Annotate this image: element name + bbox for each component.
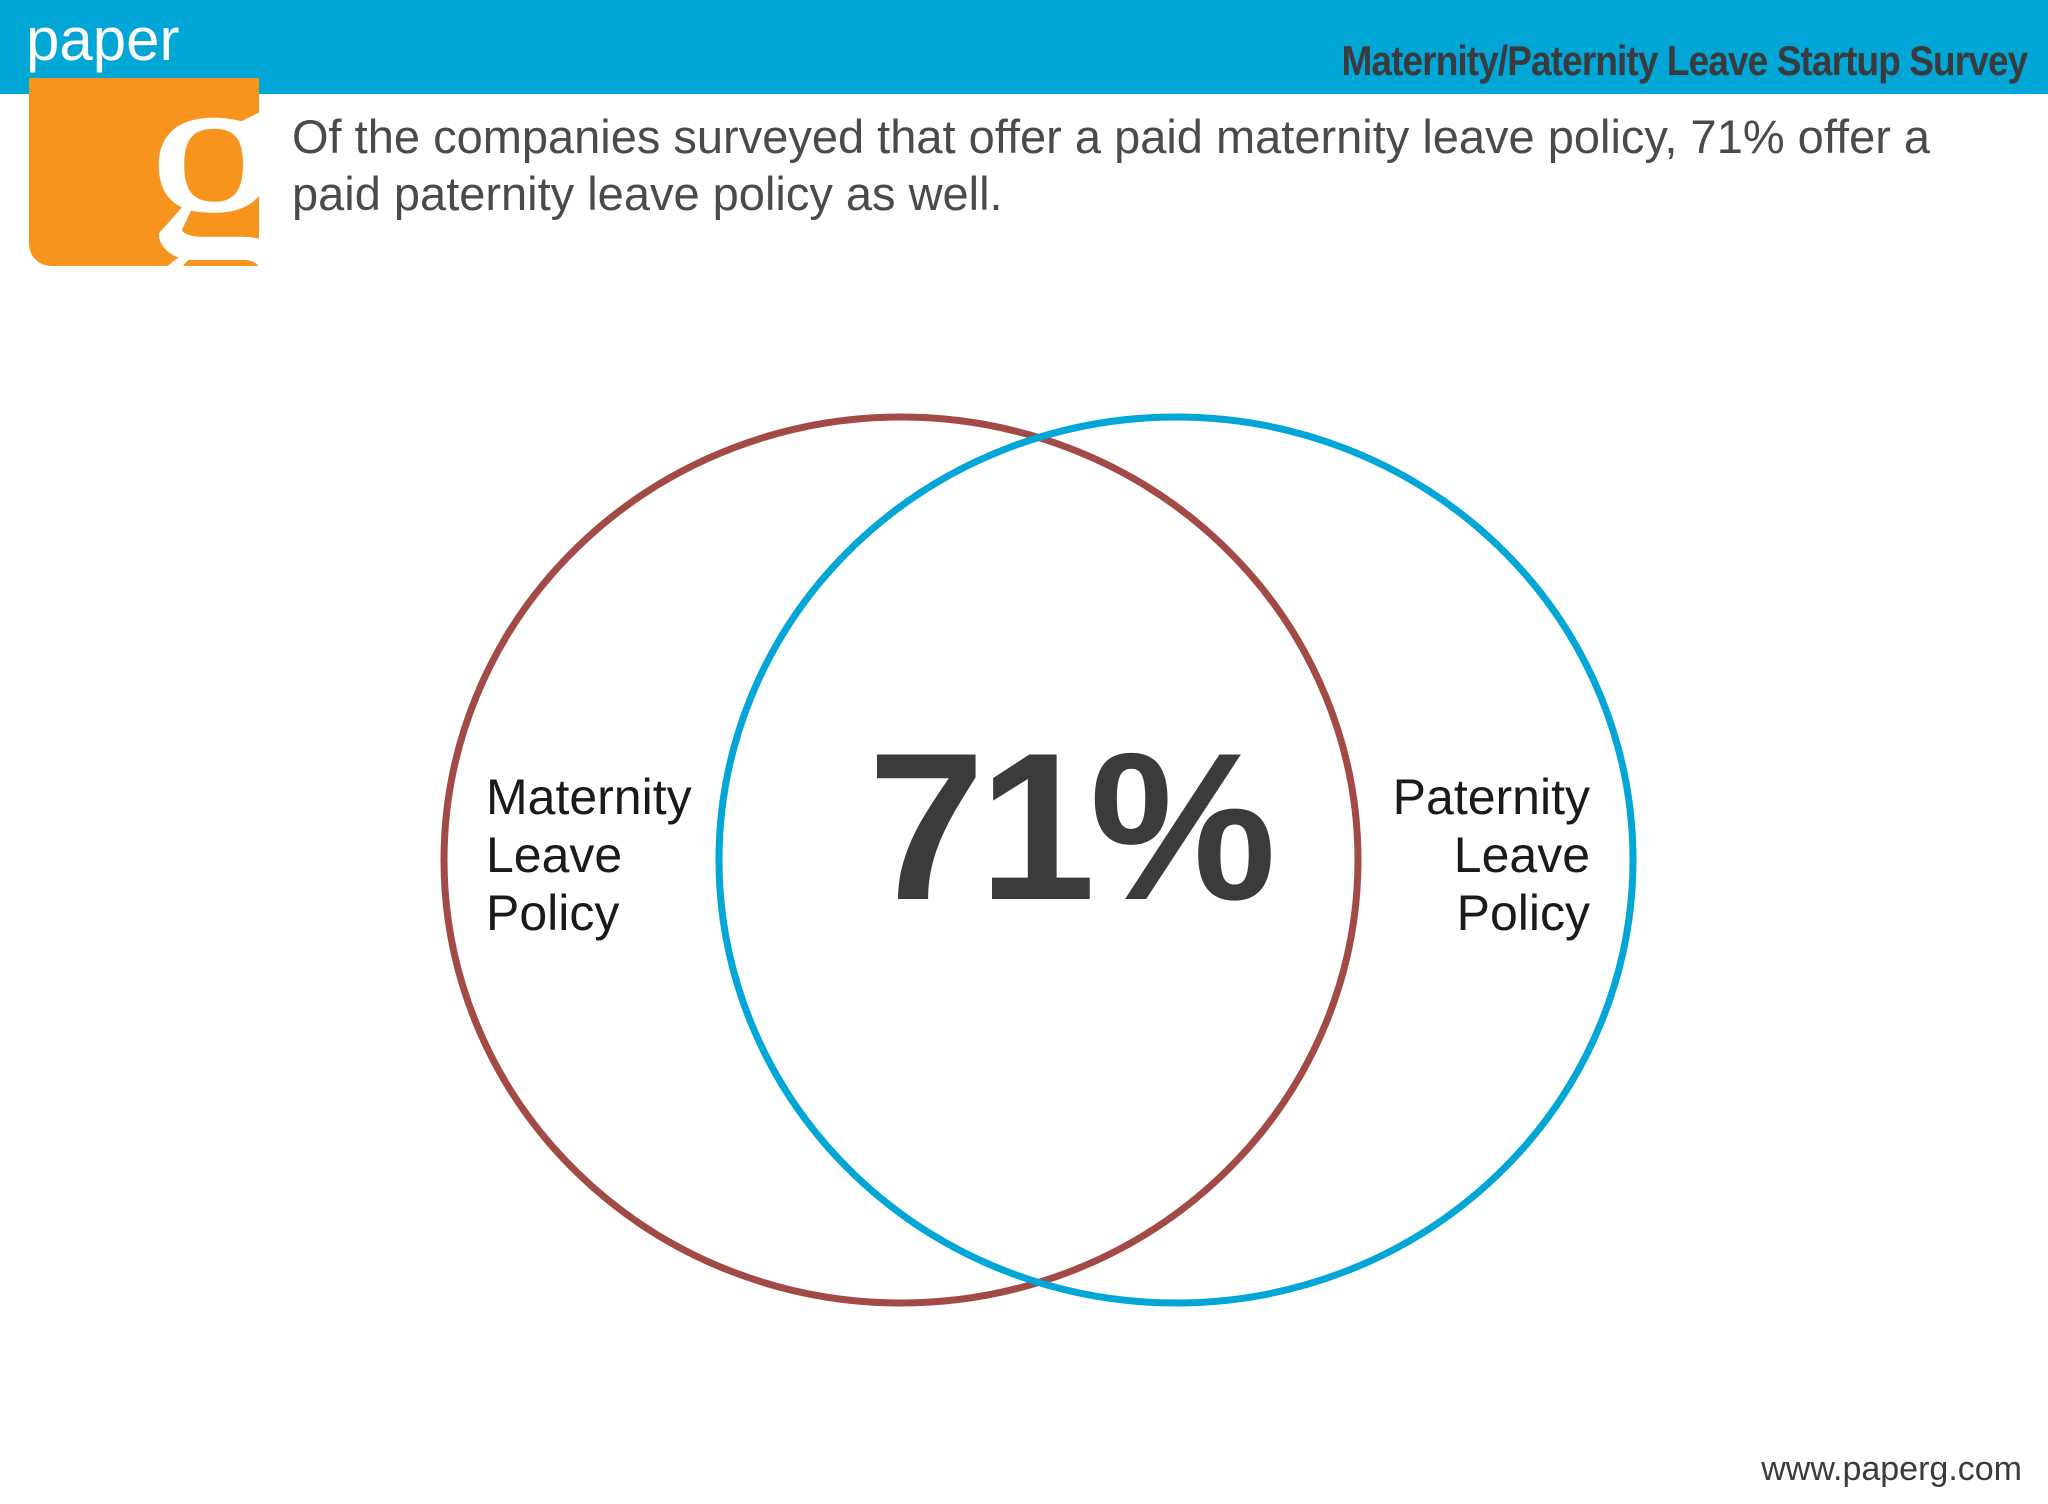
paperg-logo: g: [29, 78, 259, 266]
overlap-percentage: 71%: [868, 709, 1276, 944]
paternity-label: Paternity Leave Policy: [1320, 768, 1590, 942]
paternity-label-line: Paternity: [1392, 769, 1590, 825]
headline: Of the companies surveyed that offer a p…: [292, 110, 1931, 220]
paternity-label-line: Leave: [1453, 827, 1590, 883]
paternity-label-line: Policy: [1456, 885, 1590, 941]
maternity-label-line: Leave: [486, 827, 623, 883]
maternity-label-line: Maternity: [486, 769, 692, 825]
maternity-circle: [440, 413, 1362, 1307]
survey-title: Maternity/Paternity Leave Startup Survey: [1341, 37, 2028, 84]
footer-url[interactable]: www.paperg.com: [1761, 1450, 2022, 1488]
maternity-label-line: Policy: [486, 885, 620, 941]
maternity-label: Maternity Leave Policy: [486, 768, 692, 942]
logo-letter: g: [141, 78, 259, 266]
paternity-circle: [715, 413, 1637, 1307]
header-bar: paper Maternity/Paternity Leave Startup …: [0, 0, 2048, 94]
brand-wordmark: paper: [26, 6, 180, 73]
